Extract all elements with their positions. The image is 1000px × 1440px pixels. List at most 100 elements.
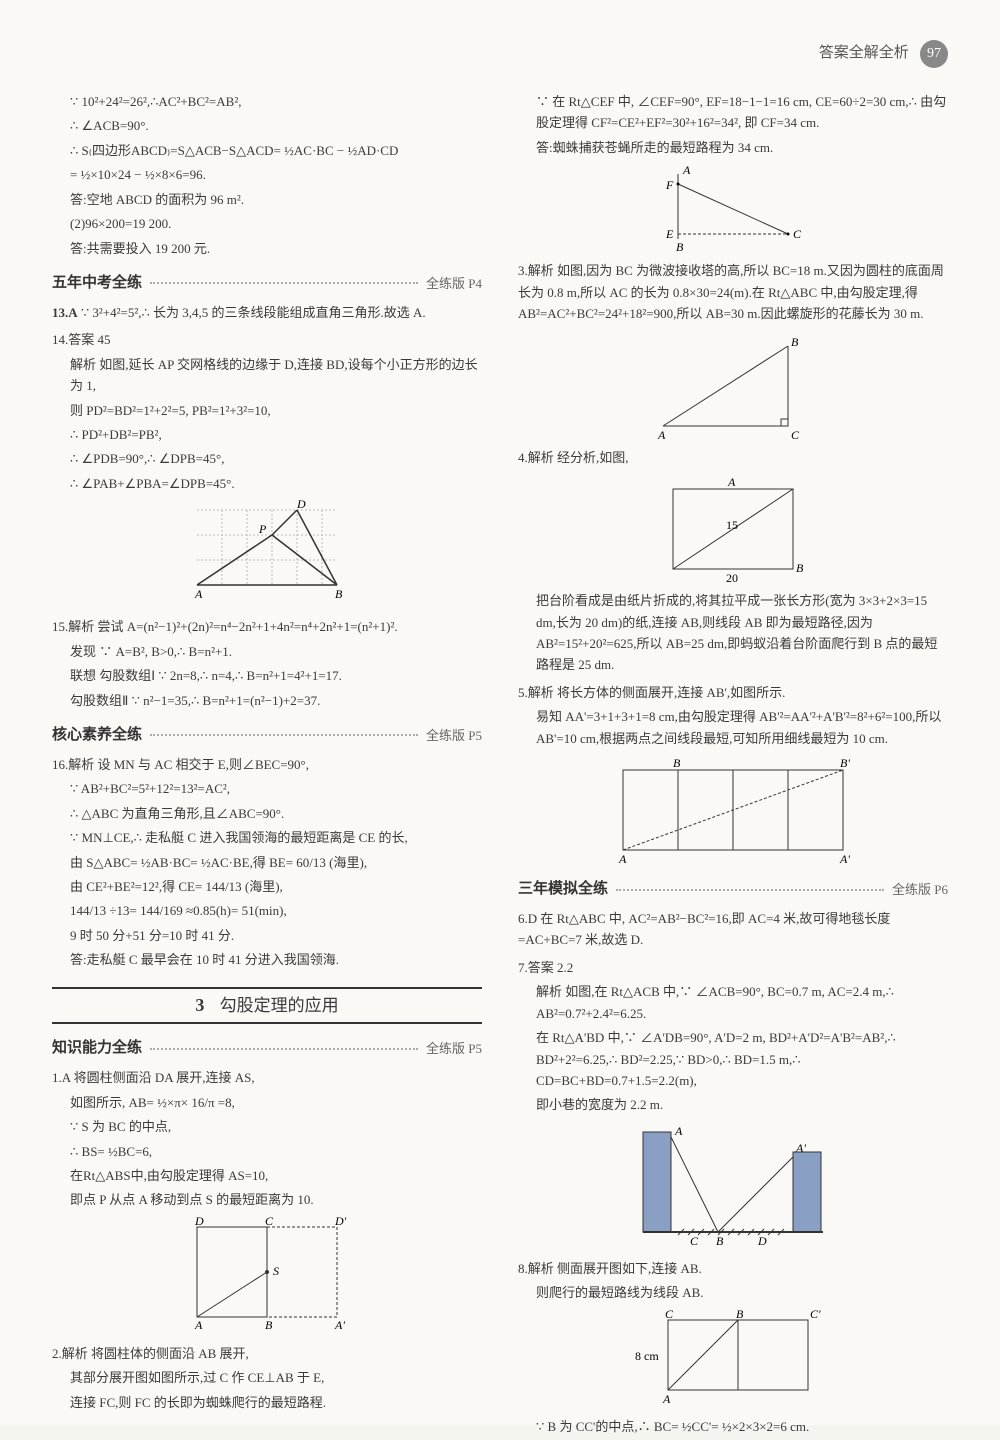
svg-text:20: 20: [726, 571, 738, 584]
q8: 8.解析 侧面展开图如下,连接 AB.: [518, 1258, 948, 1279]
dots: [616, 889, 884, 891]
svg-text:F: F: [665, 178, 674, 192]
q13-body: ∵ 3²+4²=5²,∴ 长为 3,4,5 的三条线段能组成直角三角形.故选 A…: [81, 305, 426, 320]
text: 144/13 ÷13= 144/169 ≈0.85(h)= 51(min),: [52, 900, 482, 921]
text: 即小巷的宽度为 2.2 m.: [518, 1094, 948, 1115]
section-title: 核心素养全练: [52, 723, 142, 748]
text: ∵ 10²+24²=26²,∴AC²+BC²=AB²,: [52, 91, 482, 112]
section-title: 知识能力全练: [52, 1036, 142, 1061]
text: ∵ 在 Rt△CEF 中, ∠CEF=90°, EF=18−1−1=16 cm,…: [518, 91, 948, 134]
text: ∴ △ABC 为直角三角形,且∠ABC=90°.: [52, 803, 482, 824]
svg-text:D': D': [334, 1217, 347, 1228]
text: 9 时 50 分+51 分=10 时 41 分.: [52, 925, 482, 946]
header-title: 答案全解全析: [819, 41, 909, 66]
svg-text:B: B: [736, 1310, 744, 1321]
svg-text:B: B: [796, 561, 804, 575]
section-title: 五年中考全练: [52, 271, 142, 296]
svg-text:S: S: [273, 1264, 279, 1278]
svg-text:B: B: [676, 240, 684, 254]
svg-text:D: D: [757, 1234, 767, 1248]
q5: 5.解析 将长方体的侧面展开,连接 AB',如图所示.: [518, 682, 948, 703]
section-ref: 全练版 P5: [426, 1038, 482, 1059]
section-ref: 全练版 P5: [426, 725, 482, 746]
text: ∴ BS= ½BC=6,: [52, 1141, 482, 1162]
q1: 1.A 将圆柱侧面沿 DA 展开,连接 AS,: [52, 1067, 482, 1088]
svg-text:A: A: [662, 1392, 671, 1406]
text: 连接 FC,则 FC 的长即为蜘蛛爬行的最短路程.: [52, 1392, 482, 1413]
text: ∴ PD²+DB²=PB²,: [52, 424, 482, 445]
figure-8: C B C' A 8 cm: [633, 1310, 833, 1410]
text: ∴ ∠PDB=90°,∴ ∠DPB=45°,: [52, 448, 482, 469]
dots: [150, 1048, 418, 1050]
text: 解析 如图,延长 AP 交网格线的边缘于 D,连接 BD,设每个小正方形的边长为…: [52, 354, 482, 397]
text: 即点 P 从点 A 移动到点 S 的最短距离为 10.: [52, 1189, 482, 1210]
section-core: 核心素养全练 全练版 P5: [52, 723, 482, 748]
q4-head: 4.解析 经分析,如图,: [518, 447, 948, 468]
text: 答:蜘蛛捕获苍蝇所走的最短路程为 34 cm.: [518, 137, 948, 158]
q6: 6.D 在 Rt△ABC 中, AC²=AB²−BC²=16,即 AC=4 米,…: [518, 908, 948, 951]
text: (2)96×200=19 200.: [52, 213, 482, 234]
svg-text:B: B: [265, 1318, 273, 1332]
svg-text:P: P: [258, 522, 267, 536]
svg-text:A: A: [682, 164, 691, 177]
svg-text:C: C: [265, 1217, 274, 1228]
svg-text:B': B': [840, 756, 850, 770]
svg-text:8 cm: 8 cm: [635, 1349, 659, 1363]
dots: [150, 734, 418, 736]
text: ∵ B 为 CC'的中点,∴ BC= ½CC'= ½×2×3×2=6 cm.: [518, 1416, 948, 1437]
figure-4: A B 15 20: [648, 474, 818, 584]
text: ∴ ∠ACB=90°.: [52, 115, 482, 136]
svg-text:E: E: [665, 227, 674, 241]
figure-2-right: A F E C B: [648, 164, 818, 254]
text: = ½×10×24 − ½×8×6=96.: [52, 164, 482, 185]
text: 联想 勾股数组Ⅰ ∵ 2n=8,∴ n=4,∴ B=n²+1=4²+1=17.: [52, 665, 482, 686]
q13: 13.A ∵ 3²+4²=5²,∴ 长为 3,4,5 的三条线段能组成直角三角形…: [52, 302, 482, 323]
svg-text:C: C: [791, 428, 800, 441]
text: 发现 ∵ A=B², B>0,∴ B=n²+1.: [52, 641, 482, 662]
svg-text:A: A: [657, 428, 666, 441]
text: 由 S△ABC= ½AB·BC= ½AC·BE,得 BE= 60/13 (海里)…: [52, 852, 482, 873]
text: ∴ ∠PAB+∠PBA=∠DPB=45°.: [52, 473, 482, 494]
q13-num: 13.A: [52, 305, 78, 320]
svg-text:B: B: [791, 335, 799, 349]
text: ∵ AB²+BC²=5²+12²=13²=AC²,: [52, 778, 482, 799]
svg-text:C': C': [810, 1310, 821, 1321]
text: 如图所示, AB= ½×π× 16/π =8,: [52, 1092, 482, 1113]
text: ∵ S 为 BC 的中点,: [52, 1116, 482, 1137]
svg-text:15: 15: [726, 518, 738, 532]
svg-text:A': A': [795, 1141, 806, 1155]
text: 答:走私艇 C 最早会在 10 时 41 分进入我国领海.: [52, 949, 482, 970]
right-column: ∵ 在 Rt△CEF 中, ∠CEF=90°, EF=18−1−1=16 cm,…: [518, 88, 948, 1440]
svg-text:A: A: [194, 587, 203, 601]
q14-head: 14.答案 45: [52, 329, 482, 350]
page-number: 97: [920, 40, 948, 68]
text: 其部分展开图如图所示,过 C 作 CE⊥AB 于 E,: [52, 1367, 482, 1388]
text: 答:空地 ABCD 的面积为 96 m².: [52, 189, 482, 210]
text: 勾股数组Ⅱ ∵ n²−1=35,∴ B=n²+1=(n²−1)+2=37.: [52, 690, 482, 711]
q3: 3.解析 如图,因为 BC 为微波接收塔的高,所以 BC=18 m.又因为圆柱的…: [518, 260, 948, 324]
section-ref: 全练版 P4: [426, 273, 482, 294]
chapter-num: 3: [195, 995, 204, 1015]
text: ∵ MN⊥CE,∴ 走私艇 C 进入我国领海的最短距离是 CE 的长,: [52, 827, 482, 848]
chapter-heading: 3 勾股定理的应用: [52, 987, 482, 1025]
figure-14: A B D P: [177, 500, 357, 610]
svg-text:A: A: [618, 852, 627, 865]
page-header: 答案全解全析 97: [52, 40, 948, 68]
section-three-year: 三年模拟全练 全练版 P6: [518, 877, 948, 902]
svg-text:A': A': [334, 1318, 345, 1332]
q2: 2.解析 将圆柱体的侧面沿 AB 展开,: [52, 1343, 482, 1364]
svg-text:A: A: [194, 1318, 203, 1332]
text: 答:共需要投入 19 200 元.: [52, 238, 482, 259]
svg-text:B: B: [673, 756, 681, 770]
text: 解析 如图,在 Rt△ACB 中,∵ ∠ACB=90°, BC=0.7 m, A…: [518, 981, 948, 1024]
svg-text:B: B: [716, 1234, 724, 1248]
svg-text:C: C: [793, 227, 802, 241]
figure-7: A A' C B D: [628, 1122, 838, 1252]
svg-text:D: D: [194, 1217, 204, 1228]
svg-text:A': A': [839, 852, 850, 865]
section-five-year: 五年中考全练 全练版 P4: [52, 271, 482, 296]
svg-text:D: D: [296, 500, 306, 511]
svg-text:C: C: [690, 1234, 699, 1248]
text: 把台阶看成是由纸片折成的,将其拉平成一张长方形(宽为 3×3+2×3=15 dm…: [518, 590, 948, 676]
figure-1: D C D' A B A' S: [167, 1217, 367, 1337]
